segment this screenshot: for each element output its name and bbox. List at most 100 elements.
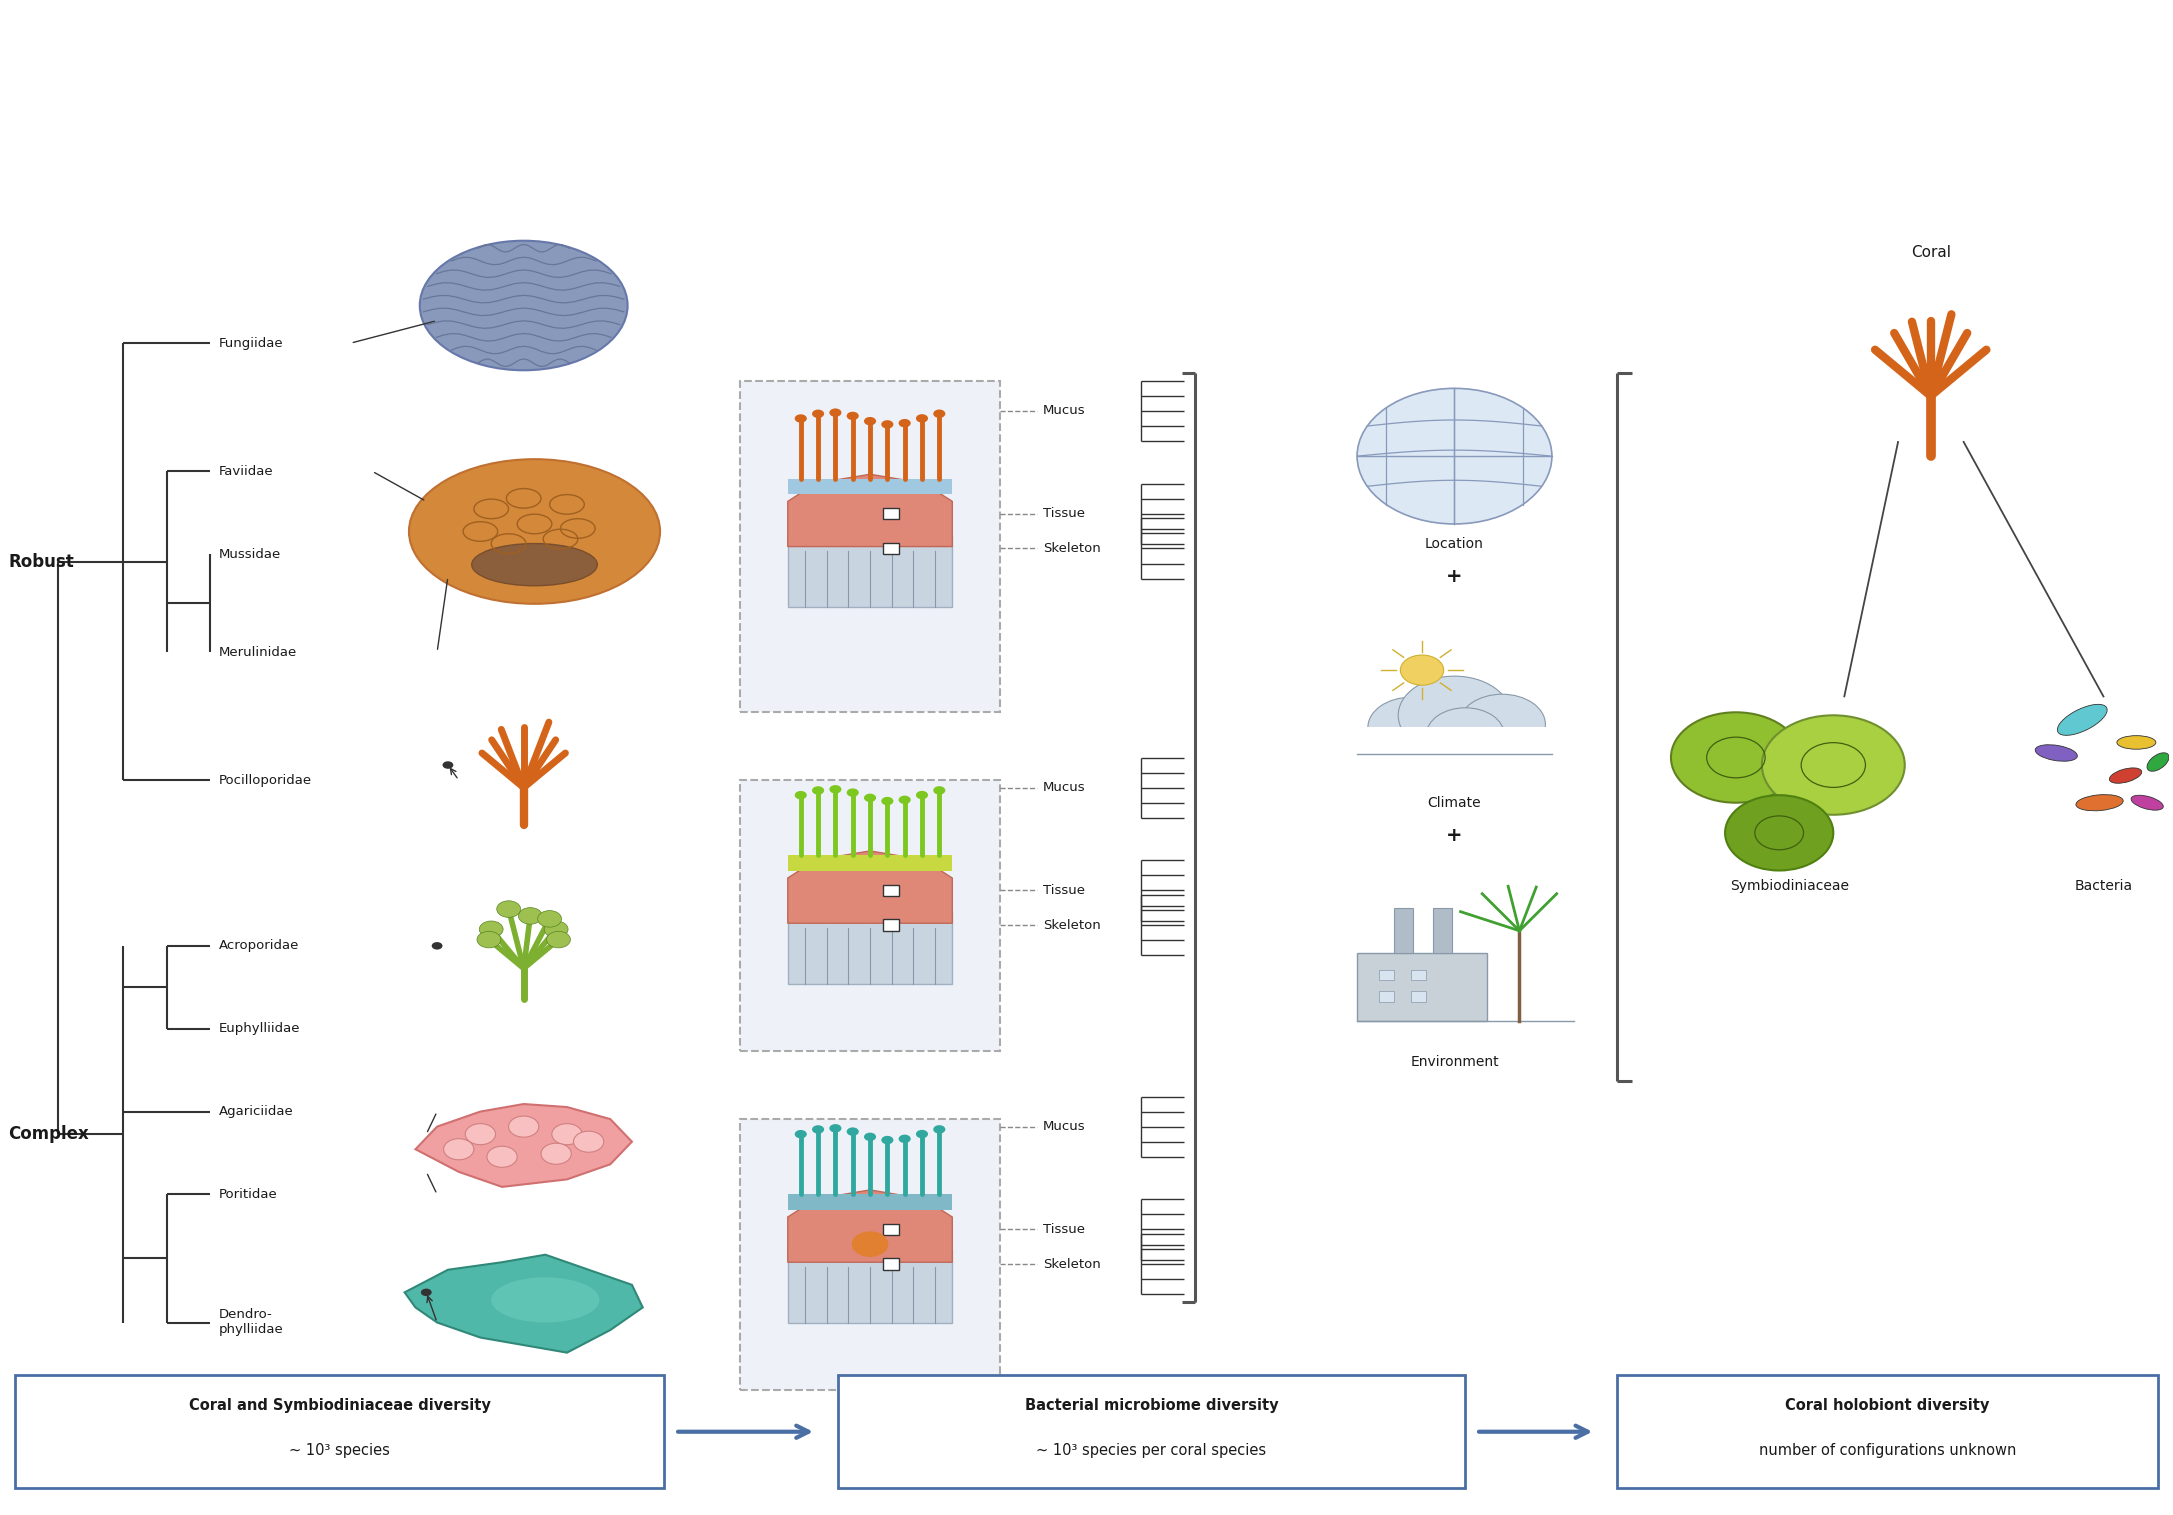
FancyBboxPatch shape — [741, 380, 1000, 712]
Text: Skeleton: Skeleton — [1043, 542, 1102, 554]
FancyBboxPatch shape — [882, 508, 900, 520]
Circle shape — [847, 412, 858, 420]
FancyBboxPatch shape — [741, 780, 1000, 1051]
Circle shape — [917, 791, 928, 800]
Text: Bacteria: Bacteria — [2075, 879, 2134, 892]
Circle shape — [900, 420, 910, 427]
Ellipse shape — [2036, 745, 2077, 761]
Text: Climate: Climate — [1428, 795, 1482, 809]
Circle shape — [900, 1135, 910, 1142]
Ellipse shape — [2075, 794, 2123, 811]
Text: Coral and Symbiodiniaceae diversity: Coral and Symbiodiniaceae diversity — [189, 1398, 491, 1413]
Text: Mucus: Mucus — [1043, 405, 1086, 418]
Circle shape — [882, 1136, 893, 1144]
Text: Mussidae: Mussidae — [219, 547, 280, 561]
Circle shape — [932, 409, 945, 418]
Circle shape — [543, 921, 567, 938]
FancyBboxPatch shape — [882, 542, 900, 554]
Polygon shape — [789, 851, 952, 923]
Text: Tissue: Tissue — [1043, 508, 1084, 520]
Text: Environment: Environment — [1410, 1054, 1499, 1070]
Circle shape — [498, 901, 522, 918]
Circle shape — [552, 1124, 582, 1145]
Ellipse shape — [472, 544, 598, 586]
Text: Robust: Robust — [9, 553, 74, 571]
FancyBboxPatch shape — [741, 1120, 1000, 1391]
Text: Symbiodiniaceae: Symbiodiniaceae — [1730, 879, 1849, 892]
FancyBboxPatch shape — [789, 479, 952, 494]
Circle shape — [548, 932, 569, 948]
Circle shape — [847, 1127, 858, 1136]
FancyBboxPatch shape — [1617, 1376, 2158, 1488]
Ellipse shape — [2132, 795, 2164, 811]
FancyBboxPatch shape — [882, 885, 900, 895]
FancyBboxPatch shape — [1358, 953, 1486, 1021]
Circle shape — [508, 1117, 539, 1138]
Text: Skeleton: Skeleton — [1043, 918, 1102, 932]
FancyBboxPatch shape — [882, 1259, 900, 1270]
Circle shape — [1762, 715, 1906, 815]
Circle shape — [541, 1144, 571, 1165]
Text: Euphylliidae: Euphylliidae — [219, 1023, 300, 1035]
Circle shape — [917, 414, 928, 423]
Text: Mucus: Mucus — [1043, 782, 1086, 794]
Circle shape — [932, 1126, 945, 1133]
Circle shape — [795, 1130, 806, 1138]
Circle shape — [830, 1124, 841, 1133]
Text: Location: Location — [1425, 536, 1484, 550]
Text: Mucus: Mucus — [1043, 1120, 1086, 1133]
Circle shape — [830, 409, 841, 417]
Circle shape — [1397, 676, 1510, 754]
Circle shape — [537, 911, 561, 927]
Polygon shape — [404, 1254, 643, 1353]
Circle shape — [900, 795, 910, 804]
Circle shape — [813, 1126, 824, 1133]
Text: Agariciidae: Agariciidae — [219, 1104, 293, 1118]
Text: Coral: Coral — [1910, 245, 1951, 261]
Circle shape — [478, 932, 500, 948]
Text: Faviidae: Faviidae — [219, 465, 274, 477]
Text: Bacterial microbiome diversity: Bacterial microbiome diversity — [1026, 1398, 1278, 1413]
Circle shape — [813, 786, 824, 795]
Text: Dendro-
phylliidae: Dendro- phylliidae — [219, 1309, 282, 1336]
Polygon shape — [789, 474, 952, 547]
Circle shape — [432, 942, 443, 950]
FancyBboxPatch shape — [1393, 907, 1412, 953]
Circle shape — [795, 791, 806, 800]
Ellipse shape — [2110, 768, 2143, 783]
Text: +: + — [1447, 826, 1462, 845]
Circle shape — [1458, 694, 1545, 754]
FancyBboxPatch shape — [1378, 991, 1393, 1001]
Circle shape — [1369, 697, 1454, 758]
Circle shape — [1399, 654, 1443, 685]
Circle shape — [422, 1289, 432, 1297]
FancyBboxPatch shape — [15, 1376, 665, 1488]
Ellipse shape — [491, 1277, 600, 1323]
Ellipse shape — [2058, 704, 2108, 735]
Circle shape — [574, 1132, 604, 1153]
Circle shape — [865, 794, 876, 801]
Ellipse shape — [2117, 736, 2156, 750]
FancyBboxPatch shape — [789, 1194, 952, 1209]
FancyBboxPatch shape — [882, 1224, 900, 1235]
Text: Pocilloporidae: Pocilloporidae — [219, 774, 311, 786]
FancyBboxPatch shape — [789, 911, 952, 983]
Text: Coral holobiont diversity: Coral holobiont diversity — [1786, 1398, 1990, 1413]
Circle shape — [1425, 708, 1504, 762]
Circle shape — [443, 761, 454, 768]
Circle shape — [480, 921, 504, 938]
Polygon shape — [789, 1189, 952, 1262]
Circle shape — [1725, 795, 1834, 871]
FancyBboxPatch shape — [1378, 970, 1393, 980]
FancyBboxPatch shape — [789, 1250, 952, 1323]
Circle shape — [795, 414, 806, 423]
Ellipse shape — [419, 241, 628, 370]
Text: +: + — [1447, 567, 1462, 586]
FancyBboxPatch shape — [837, 1376, 1465, 1488]
FancyBboxPatch shape — [1347, 727, 1562, 773]
FancyBboxPatch shape — [789, 856, 952, 871]
Circle shape — [882, 420, 893, 429]
Text: Skeleton: Skeleton — [1043, 1257, 1102, 1271]
Circle shape — [1671, 712, 1801, 803]
FancyBboxPatch shape — [1432, 907, 1452, 953]
